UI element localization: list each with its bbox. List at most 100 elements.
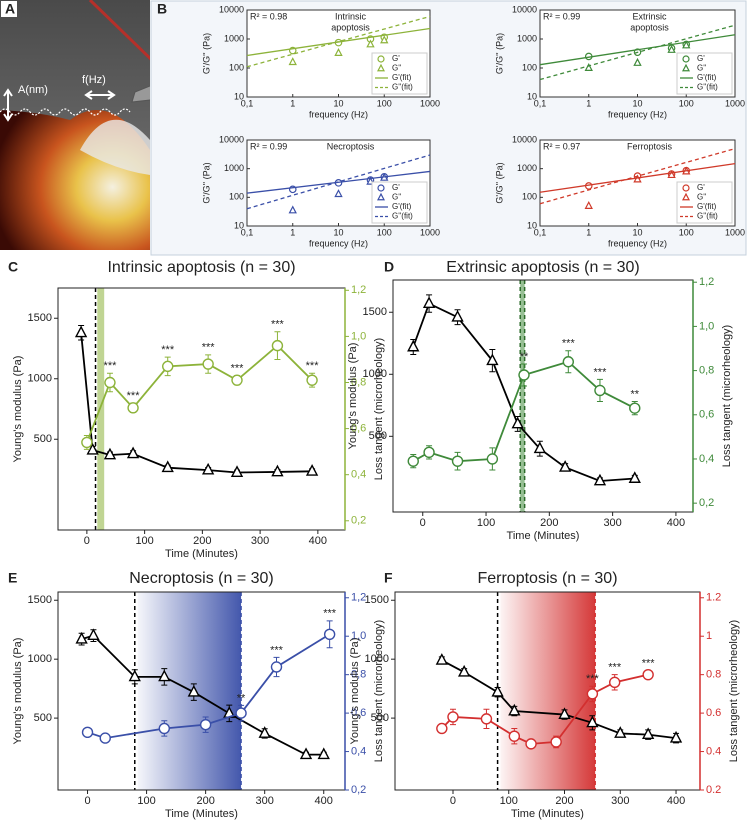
legend-marker	[682, 55, 690, 63]
legend-label: G'(fit)	[697, 73, 717, 82]
y-tick-label: 10000	[219, 134, 244, 144]
y2-tick-label: 0,4	[351, 469, 366, 481]
y2-axis-label: Loss tangent (microrheology)	[721, 325, 733, 467]
panel-label-box	[1, 1, 17, 17]
data-point	[158, 669, 171, 682]
frequency-label: f(Hz)	[82, 74, 106, 86]
stat-label: R² = 0.99	[543, 11, 580, 21]
y2-axis-label: Loss tangent (microrheology)	[373, 338, 385, 480]
significance-label: ***	[127, 390, 141, 402]
y2-tick-label: 0,6	[699, 409, 714, 421]
panel-label: A	[5, 1, 15, 17]
y2-tick-label: 1,2	[351, 284, 366, 296]
y2-tick-label: 0.4	[706, 745, 721, 757]
data-point	[562, 356, 575, 368]
data-point	[288, 57, 297, 66]
panel-label: D	[384, 259, 394, 275]
y-axis-label: G'/G'' (Pa)	[201, 162, 211, 203]
x-tick-label: 300	[611, 795, 629, 807]
significance-label: ***	[202, 342, 216, 354]
y2-tick-label: 0,2	[699, 497, 714, 509]
significance-label: **	[237, 692, 246, 704]
legend-marker	[377, 55, 385, 63]
x-axis-label: Time (Minutes)	[511, 808, 584, 820]
y2-tick-label: 1,2	[351, 592, 366, 604]
y2-tick-label: 0,8	[699, 364, 714, 376]
data-point	[407, 339, 420, 352]
x-tick-label: 10	[333, 227, 343, 237]
data-point	[669, 730, 683, 743]
legend-marker	[682, 184, 690, 192]
plot-area	[392, 279, 694, 513]
x-tick-label: 0	[450, 795, 456, 807]
data-point	[104, 376, 116, 389]
x-tick-label: 200	[193, 535, 211, 547]
cantilever	[131, 85, 150, 103]
y-tick-label: 1000	[517, 33, 537, 43]
x-axis-label: frequency (Hz)	[309, 238, 368, 248]
x-axis-label: frequency (Hz)	[309, 109, 368, 119]
x-tick-label: 300	[603, 517, 621, 529]
legend-marker	[682, 192, 690, 201]
data-point	[334, 47, 343, 56]
data-point	[317, 747, 330, 760]
y-axis-label: G'/G'' (Pa)	[494, 33, 504, 74]
y-axis-label: G'/G'' (Pa)	[494, 162, 504, 203]
x-tick-label: 400	[309, 535, 327, 547]
treatment-band	[500, 592, 596, 790]
y-tick-label: 10	[234, 220, 244, 230]
x-tick-label: 300	[256, 795, 274, 807]
fit-line	[539, 162, 736, 193]
legend-marker	[377, 63, 385, 72]
x-tick-label: 10	[632, 98, 642, 108]
x-tick-label: 400	[667, 517, 685, 529]
y-axis-label: G'/G'' (Pa)	[201, 33, 211, 74]
significance-label: ***	[271, 319, 285, 331]
significance-label: ***	[608, 662, 622, 674]
data-point	[103, 447, 117, 460]
chart-title: Intrinsic	[335, 11, 367, 21]
y-tick-label: 1000	[224, 33, 244, 43]
y-tick-label: 500	[34, 712, 52, 724]
data-point	[491, 684, 504, 697]
y-tick-label: 1500	[363, 306, 387, 318]
data-point	[594, 384, 606, 397]
data-point	[187, 684, 200, 697]
significance-label: ***	[231, 362, 245, 374]
legend-label: G''(fit)	[697, 83, 718, 92]
x-tick-label: 1	[290, 227, 295, 237]
chart-title: Intrinsic apoptosis (n = 30)	[107, 259, 295, 276]
x-axis-label: frequency (Hz)	[608, 109, 667, 119]
data-point	[202, 358, 214, 370]
data-point	[334, 189, 343, 198]
x-tick-label: 200	[540, 517, 558, 529]
legend-marker	[377, 184, 385, 192]
x-tick-label: 0	[84, 795, 90, 807]
x-axis-label: Time (Minutes)	[165, 808, 238, 820]
data-point	[81, 726, 94, 739]
data-point	[550, 736, 562, 748]
data-point	[299, 747, 313, 760]
data-point	[126, 446, 140, 459]
significance-label: ***	[642, 658, 656, 670]
data-point	[128, 669, 141, 682]
x-tick-label: 1	[586, 227, 591, 237]
chart-title: Necroptosis (n = 30)	[129, 570, 274, 587]
y2-tick-label: 0,2	[351, 784, 366, 796]
x-tick-label: 0	[84, 535, 90, 547]
data-point	[366, 39, 375, 48]
data-point	[511, 416, 524, 429]
data-point	[423, 446, 435, 459]
data-point	[628, 471, 641, 483]
y-tick-label: 10	[527, 220, 537, 230]
y-axis-label: Young's modulus (Pa)	[12, 638, 24, 745]
x-tick-label: 400	[667, 795, 685, 807]
legend-label: G''(fit)	[392, 212, 413, 221]
data-point	[457, 664, 471, 677]
cell-peak	[80, 119, 150, 175]
data-point	[633, 57, 642, 66]
data-point	[86, 442, 99, 455]
data-point	[480, 713, 493, 725]
x-tick-label: 200	[555, 795, 573, 807]
y-tick-label: 1500	[365, 594, 389, 606]
